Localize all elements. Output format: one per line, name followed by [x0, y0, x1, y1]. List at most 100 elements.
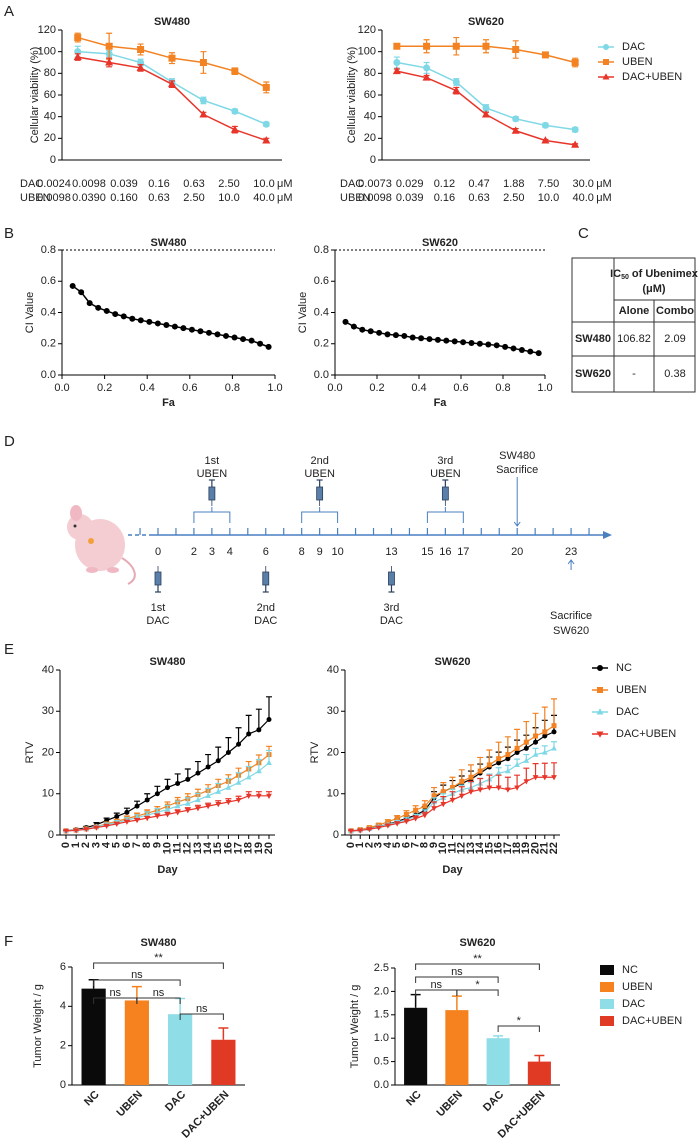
- dose-label: 10.0: [253, 178, 274, 190]
- marker: [367, 328, 374, 335]
- dose-label: 40.0: [572, 192, 593, 204]
- x-tick-label: 0.0: [327, 382, 342, 394]
- day-label: 16: [439, 546, 451, 558]
- marker: [255, 767, 262, 774]
- syringe-icon: [441, 479, 449, 506]
- marker: [223, 332, 230, 339]
- marker: [86, 300, 93, 307]
- x-tick-label: 18: [511, 842, 523, 854]
- marker: [476, 340, 483, 347]
- dose-label: 0.0073: [358, 178, 392, 190]
- header-text: IC: [610, 268, 621, 280]
- marker: [571, 126, 579, 134]
- marker: [541, 775, 548, 781]
- marker: [401, 332, 408, 339]
- marker: [426, 336, 433, 343]
- marker: [93, 825, 100, 831]
- marker: [245, 793, 252, 799]
- chart-title: SW620: [459, 937, 495, 949]
- marker: [571, 59, 579, 66]
- marker: [103, 823, 110, 830]
- legend-label: DAC+UBEN: [616, 728, 676, 740]
- marker: [423, 64, 431, 72]
- marker: [174, 803, 181, 809]
- dose-bracket: [301, 507, 339, 523]
- marker: [164, 812, 171, 818]
- marker: [185, 776, 191, 782]
- y-tick-label: 60: [44, 89, 56, 101]
- day-label: 6: [263, 546, 269, 558]
- marker: [451, 338, 458, 345]
- marker: [603, 44, 609, 50]
- dose-label: 10.0: [218, 192, 239, 204]
- marker: [137, 317, 144, 324]
- panel-label: C: [578, 225, 589, 242]
- significance-label: ns: [109, 987, 121, 999]
- marker: [482, 104, 490, 112]
- bar: [211, 1039, 236, 1085]
- marker: [450, 785, 455, 791]
- marker: [596, 708, 604, 715]
- legend-swatch: [600, 999, 614, 1009]
- marker: [384, 331, 391, 338]
- x-tick-label: 16: [493, 842, 505, 854]
- marker: [205, 792, 211, 798]
- marker: [418, 335, 425, 342]
- error-bar: [493, 1035, 504, 1039]
- day-label: 0: [155, 546, 161, 558]
- column-header: Alone: [619, 305, 650, 317]
- error-bar: [541, 706, 548, 732]
- x-tick-label: 22: [548, 842, 560, 854]
- dose-label: 0.63: [148, 192, 169, 204]
- y-tick-label: 30: [42, 705, 54, 717]
- y-axis-label: RTV: [309, 741, 321, 763]
- marker: [423, 42, 431, 50]
- x-tick-label: 0.8: [225, 382, 240, 394]
- bar: [527, 1061, 551, 1085]
- marker: [265, 343, 272, 350]
- marker: [168, 54, 176, 62]
- marker: [551, 729, 557, 735]
- y-tick-label: 4: [60, 1000, 66, 1012]
- marker: [443, 337, 450, 344]
- x-tick-label: 6: [400, 842, 412, 848]
- error-bar: [235, 727, 242, 745]
- syringe-icon: [154, 566, 162, 593]
- significance-bracket: [415, 963, 540, 970]
- y-tick-label: 40: [44, 111, 56, 123]
- marker: [602, 73, 610, 80]
- x-tick-label: 0.0: [54, 382, 69, 394]
- marker: [468, 789, 474, 795]
- marker: [541, 749, 548, 755]
- x-tick-label: 9: [151, 842, 163, 848]
- marker: [134, 818, 140, 824]
- table-cell: 106.82: [617, 333, 651, 345]
- header-subscript: 50: [621, 274, 629, 281]
- y-tick-label: 80: [44, 67, 56, 79]
- marker: [518, 347, 525, 353]
- marker: [477, 768, 483, 774]
- series-line: [396, 61, 576, 131]
- marker: [535, 350, 542, 357]
- y-tick-label: 0.0: [314, 369, 329, 381]
- x-tick-label: 15: [483, 842, 495, 854]
- ic50-table: IC50 of Ubenimex (μM) Alone Combo SW480 1…: [571, 257, 699, 393]
- dose-label: 10.0: [538, 192, 559, 204]
- x-tick-label: 10: [437, 842, 449, 854]
- x-tick-label: 10: [161, 842, 173, 854]
- bar: [486, 1038, 510, 1085]
- syringe-icon: [262, 566, 270, 593]
- y-tick-label: 0: [60, 1079, 66, 1091]
- dose-label: UBEN: [304, 468, 335, 480]
- marker: [225, 799, 232, 806]
- marker: [134, 803, 140, 809]
- panel-label: E: [4, 641, 14, 658]
- syringe-icon: [388, 566, 395, 593]
- marker: [440, 789, 446, 795]
- legend-label: NC: [616, 662, 632, 674]
- marker: [551, 745, 557, 751]
- significance-label: ns: [131, 969, 143, 981]
- significance-label: ns: [196, 1003, 208, 1015]
- marker: [225, 750, 231, 755]
